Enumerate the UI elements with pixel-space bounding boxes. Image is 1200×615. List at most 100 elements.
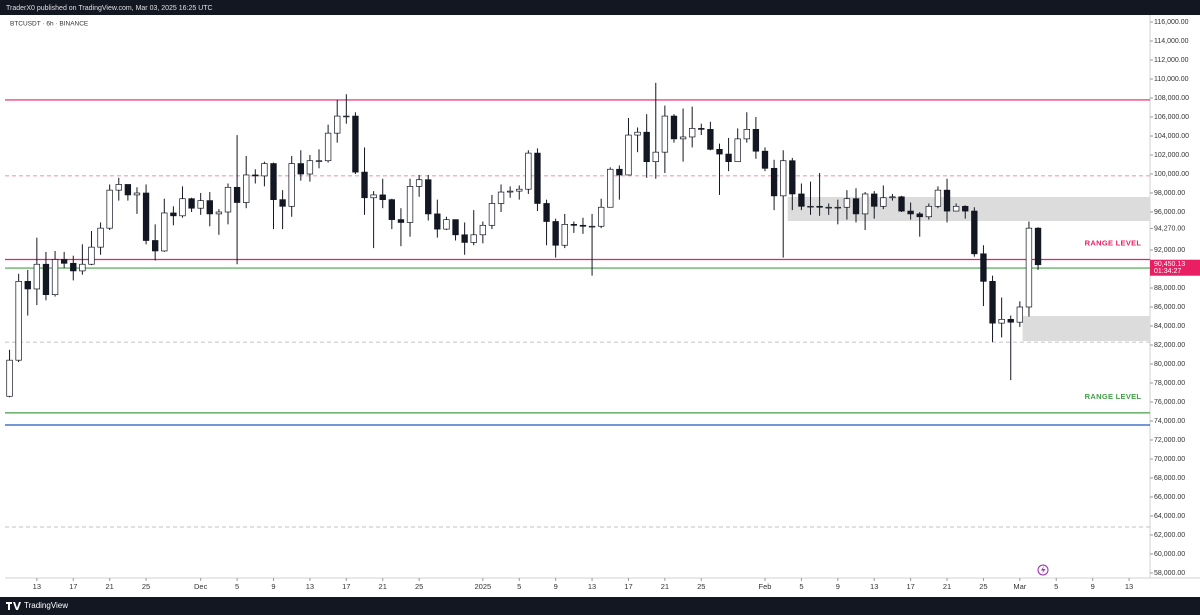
candle-body (570, 224, 578, 226)
candle-body (734, 138, 741, 163)
candle-body (370, 194, 377, 199)
candle-body (625, 134, 632, 176)
candle-body (479, 224, 487, 236)
candle-body (488, 203, 496, 226)
candle-body (224, 186, 232, 213)
x-tick-label: 2025 (474, 582, 491, 591)
candle-body (579, 224, 587, 227)
candle-body (789, 160, 796, 195)
x-tick-label: 13 (306, 582, 314, 591)
candle-body (6, 359, 13, 397)
y-tick-label: 110,000.00 (1154, 76, 1189, 83)
candle-body (716, 148, 723, 155)
x-tick-label: 17 (906, 582, 914, 591)
candle-body (798, 193, 805, 207)
symbol-label: BTCUSDT · 6h · BINANCE (10, 21, 89, 28)
y-tick-label: 76,000.00 (1154, 399, 1185, 406)
candle-body (552, 221, 559, 246)
y-tick-label: 86,000.00 (1154, 304, 1185, 311)
candle-body (188, 198, 195, 209)
candle-body (1007, 318, 1014, 323)
candle-body (861, 193, 869, 215)
y-tick-label: 106,000.00 (1154, 114, 1189, 121)
plot-area (5, 15, 1150, 578)
x-tick-label: 21 (661, 582, 669, 591)
candle-body (425, 179, 432, 215)
candle-body (670, 115, 678, 140)
y-tick-label: 70,000.00 (1154, 456, 1185, 463)
candle-body (24, 280, 31, 290)
level-label: RANGE LEVEL (1085, 392, 1142, 401)
candle-body (388, 199, 395, 220)
candle-body (361, 171, 368, 199)
candle-body (725, 153, 732, 163)
y-tick-label: 102,000.00 (1154, 152, 1189, 159)
candle-body (952, 205, 960, 212)
last-price-tag (1150, 259, 1200, 276)
candle-body (698, 128, 705, 130)
x-tick-label: Feb (759, 582, 772, 591)
y-tick-label: 116,000.00 (1154, 19, 1189, 26)
y-tick-label: 78,000.00 (1154, 380, 1185, 387)
candle-body (561, 224, 568, 246)
x-tick-label: 5 (799, 582, 803, 591)
y-tick-label: 66,000.00 (1154, 494, 1185, 501)
x-tick-label: 25 (142, 582, 150, 591)
candle-body (889, 196, 896, 199)
x-tick-label: 5 (235, 582, 239, 591)
candle-body (443, 219, 450, 230)
candle-body (70, 262, 77, 272)
candle-body (152, 240, 159, 252)
y-tick-label: 98,000.00 (1154, 190, 1185, 197)
candle-body (106, 189, 113, 229)
candle-body (525, 152, 532, 190)
candle-body (288, 163, 295, 207)
candle-body (998, 318, 1005, 324)
candle-body (707, 129, 714, 150)
candle-body (352, 115, 359, 173)
candle-body (871, 193, 878, 207)
candle-body (270, 163, 277, 201)
candle-body (689, 128, 696, 138)
candle-body (343, 115, 350, 118)
published-note: TraderX0 published on TradingView.com, M… (6, 5, 213, 12)
x-tick-label: 21 (105, 582, 113, 591)
candle-body (898, 196, 905, 212)
x-tick-label: 13 (33, 582, 41, 591)
candle-body (852, 198, 860, 215)
candle-body (743, 129, 750, 140)
y-tick-label: 100,000.00 (1154, 171, 1189, 178)
candle-body (1016, 306, 1024, 323)
candle-body (980, 253, 987, 282)
candle-body (406, 186, 414, 223)
candle-body (79, 263, 86, 272)
candle-body (943, 189, 951, 212)
zone-box (787, 196, 1150, 222)
y-tick-label: 60,000.00 (1154, 551, 1185, 558)
x-tick-label: 9 (271, 582, 275, 591)
candle-body (88, 246, 95, 265)
candle-body (925, 205, 932, 218)
candle-body (142, 192, 150, 241)
y-tick-label: 74,000.00 (1154, 418, 1185, 425)
y-tick-label: 108,000.00 (1154, 95, 1189, 102)
x-tick-label: 25 (697, 582, 705, 591)
y-tick-label: 62,000.00 (1154, 532, 1185, 539)
candle-body (934, 189, 942, 207)
candle-body (306, 160, 314, 175)
candle-body (971, 210, 978, 255)
candle-body (761, 150, 769, 169)
x-tick-label: 9 (554, 582, 558, 591)
candle-body (461, 234, 468, 243)
last-price-label: 90,450.13 (1154, 261, 1185, 268)
candle-body (1025, 227, 1033, 308)
y-tick-label: 112,000.00 (1154, 57, 1189, 64)
candle-body (279, 199, 286, 207)
x-tick-label: 9 (1091, 582, 1095, 591)
x-tick-label: 13 (870, 582, 878, 591)
candle-body (60, 259, 68, 264)
candle-body (588, 225, 596, 228)
x-tick-label: 5 (1054, 582, 1058, 591)
candle-body (15, 280, 22, 361)
